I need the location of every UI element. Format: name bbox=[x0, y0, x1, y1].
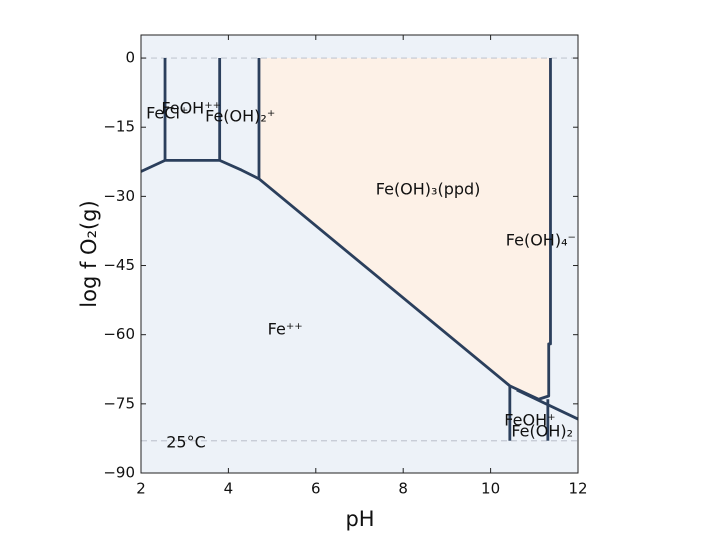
y-tick-label: −60 bbox=[103, 325, 135, 343]
region-label: Fe(OH)₃(ppd) bbox=[376, 179, 481, 198]
region-label: FeOH⁺⁺ bbox=[161, 98, 221, 117]
x-tick-label: 12 bbox=[568, 480, 587, 498]
x-tick-label: 6 bbox=[311, 480, 321, 498]
region-label: Fe(OH)₂⁺ bbox=[205, 107, 275, 126]
x-tick-label: 8 bbox=[398, 480, 408, 498]
region-label: Fe(OH)₄⁻ bbox=[506, 231, 576, 250]
stability-region bbox=[258, 58, 551, 400]
region-label: Fe(OH)₂ bbox=[511, 421, 573, 440]
region-label: Fe⁺⁺ bbox=[268, 320, 303, 339]
region-label: 25°C bbox=[166, 433, 206, 452]
plot-frame bbox=[140, 34, 579, 474]
y-tick-label: −15 bbox=[103, 118, 135, 136]
region-label: FeCl⁺ bbox=[146, 103, 188, 122]
x-tick-label: 10 bbox=[481, 480, 500, 498]
x-tick-label: 4 bbox=[224, 480, 234, 498]
x-tick-label: 2 bbox=[136, 480, 146, 498]
y-tick-label: −45 bbox=[103, 256, 135, 274]
y-tick-label: −75 bbox=[103, 394, 135, 412]
y-axis-label: log f O₂(g) bbox=[77, 200, 101, 307]
x-axis-label: pH bbox=[345, 507, 374, 531]
region-label: FeOH⁺ bbox=[504, 410, 555, 429]
y-tick-label: −90 bbox=[103, 464, 135, 482]
y-tick-label: 0 bbox=[125, 49, 135, 67]
y-tick-label: −30 bbox=[103, 187, 135, 205]
